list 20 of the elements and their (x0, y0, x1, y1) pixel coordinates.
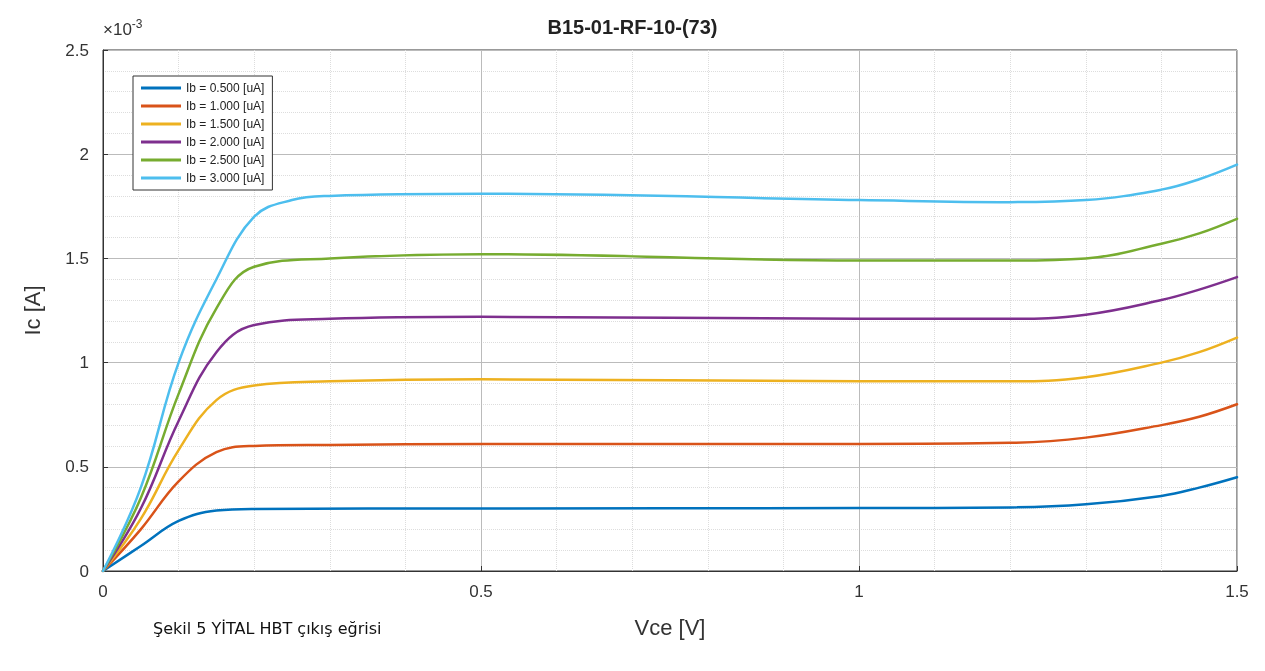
x-axis-title: Vce [V] (634, 614, 706, 640)
chart-title: B15-01-RF-10-(73) (547, 16, 718, 38)
x-tick-label: 1 (854, 582, 864, 601)
legend-label: Ib = 1.500 [uA] (186, 117, 265, 131)
x-tick-label: 1.5 (1225, 582, 1249, 601)
y-tick-label: 2.5 (65, 40, 89, 60)
y-tick-label: 1.5 (65, 248, 89, 268)
text: Şekil 5 YİTAL HBT çıkış eğrisi (153, 618, 382, 638)
y-tick-label: 0 (79, 561, 89, 581)
y-tick-label: 0.5 (65, 457, 89, 477)
legend-label: Ib = 2.500 [uA] (186, 153, 265, 167)
y-tick-label: 2 (79, 144, 89, 164)
y-axis-title: Ic [A] (19, 285, 45, 336)
legend-label: Ib = 2.000 [uA] (186, 135, 265, 149)
legend-label: Ib = 0.500 [uA] (186, 81, 265, 95)
x-tick-label: 0.5 (469, 582, 493, 601)
legend-label: Ib = 3.000 [uA] (186, 171, 265, 185)
y-tick-label: 1 (79, 353, 89, 373)
x-tick-label: 0 (98, 582, 108, 601)
legend-label: Ib = 1.000 [uA] (186, 99, 265, 113)
